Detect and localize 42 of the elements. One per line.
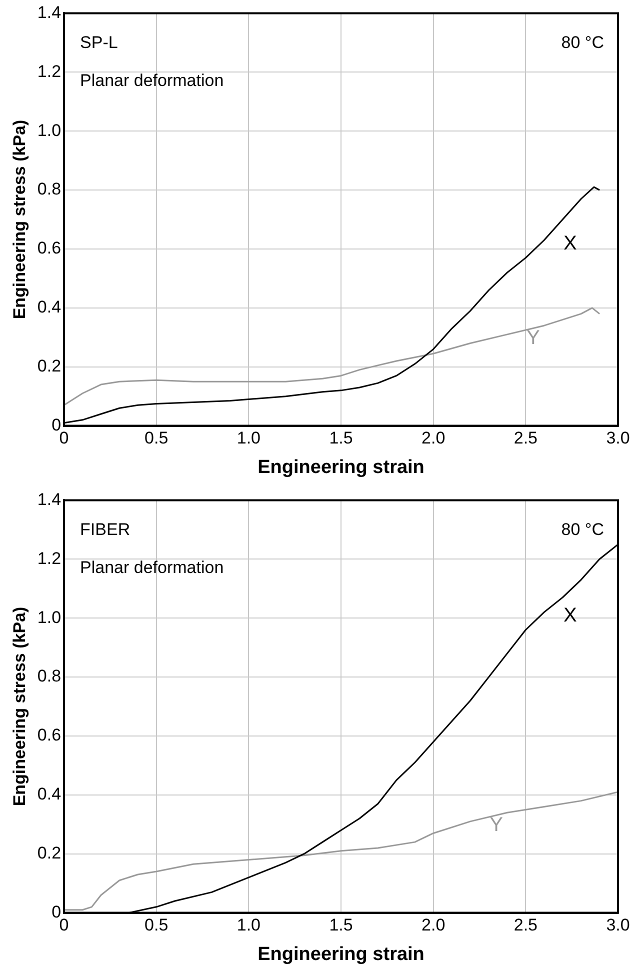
annotation: SP-L <box>80 32 118 52</box>
y-tick-label: 0 <box>52 415 62 434</box>
annotation: FIBER <box>80 520 130 539</box>
y-tick-label: 1.2 <box>37 548 62 568</box>
y-tick-label: 0.8 <box>37 180 62 199</box>
y-tick-label: 0.2 <box>37 356 62 376</box>
x-axis-title: Engineering strain <box>258 456 424 478</box>
series-label: X <box>563 604 577 627</box>
y-tick-label: 0.4 <box>37 298 62 317</box>
y-tick-label: 0.2 <box>37 844 62 863</box>
y-tick-label: 1.0 <box>37 120 62 140</box>
x-tick-label: 2.5 <box>514 916 538 935</box>
series-label: Y <box>490 814 503 836</box>
y-tick-label: 0.4 <box>37 784 62 804</box>
x-tick-label: 0.5 <box>144 916 168 935</box>
y-tick-label: 1.4 <box>37 490 62 509</box>
y-tick-label: 0.8 <box>37 666 62 686</box>
x-tick-label: 2.0 <box>422 428 446 448</box>
x-tick-label: 1.0 <box>236 428 261 448</box>
annotation: 80 °C <box>561 520 604 539</box>
x-tick-label: 1.5 <box>329 428 353 448</box>
annotation: Planar deformation <box>80 70 224 90</box>
y-tick-label: 1.4 <box>37 2 62 22</box>
y-tick-label: 1.0 <box>37 608 62 627</box>
x-axis-title: Engineering strain <box>258 944 424 965</box>
y-axis-title: Engineering stress (kPa) <box>10 606 29 806</box>
y-tick-label: 0.6 <box>37 238 62 258</box>
x-tick-label: 0.5 <box>144 428 168 448</box>
annotation: 80 °C <box>561 32 604 52</box>
x-tick-label: 2.0 <box>422 916 446 935</box>
x-tick-label: 1.5 <box>329 916 353 935</box>
y-tick-label: 0 <box>52 902 62 922</box>
x-tick-label: 3.0 <box>606 428 630 448</box>
series-label: X <box>563 232 577 255</box>
y-tick-label: 0.6 <box>37 726 62 745</box>
annotation: Planar deformation <box>80 558 224 577</box>
x-tick-label: 3.0 <box>606 916 630 935</box>
x-tick-label: 1.0 <box>236 916 261 935</box>
y-axis-title: Engineering stress (kPa) <box>10 120 29 320</box>
x-tick-label: 2.5 <box>514 428 538 448</box>
series-label: Y <box>526 326 540 349</box>
y-tick-label: 1.2 <box>37 62 62 81</box>
